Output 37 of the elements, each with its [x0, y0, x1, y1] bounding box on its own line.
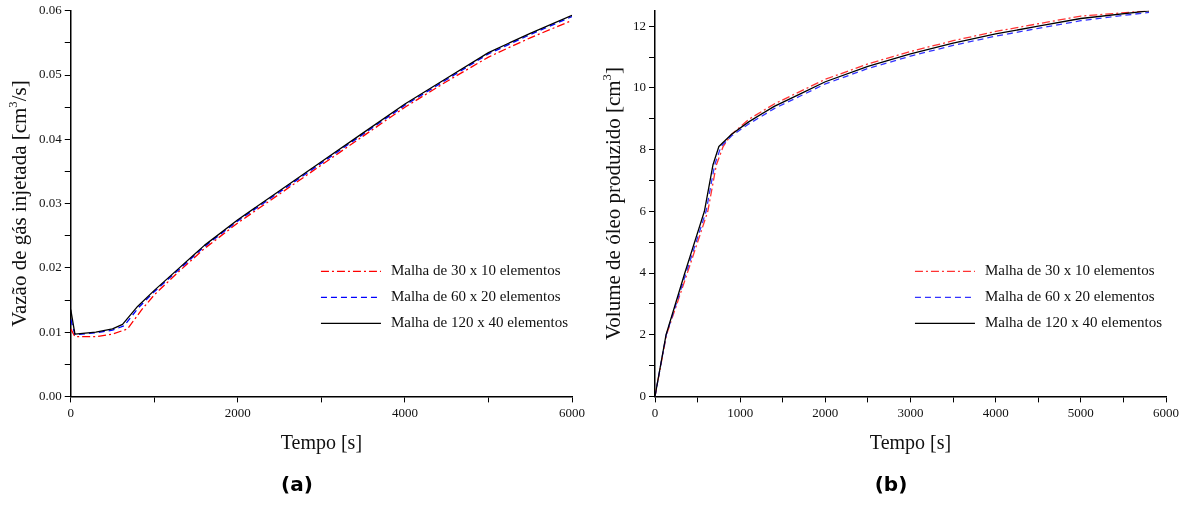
y-tick-label: 0.01	[39, 323, 62, 339]
y-tick-label: 0.02	[39, 259, 62, 275]
legend-label: Malha de 120 x 40 elementos	[390, 314, 569, 331]
x-tick-label: 4000	[391, 404, 418, 420]
x-tick-label: 0	[651, 404, 659, 420]
text: (b)	[873, 472, 909, 496]
x-tick-label: 6000	[559, 404, 585, 420]
legend-label: Malha de 120 x 40 elementos	[984, 314, 1163, 331]
x-tick-label: 0	[67, 404, 74, 420]
text: (a)	[280, 472, 314, 496]
y-axis-title: Volume de óleo produzido [cm3]	[599, 67, 625, 341]
y-tick-label: 12	[633, 17, 646, 33]
legend-label: Malha de 60 x 20 elementos	[390, 288, 561, 305]
y-tick-label: 4	[639, 264, 647, 280]
y-tick-label: 10	[633, 79, 646, 95]
x-tick-label: 6000	[1153, 404, 1179, 420]
y-tick-label: 6	[639, 202, 647, 218]
x-axis-title: Tempo [s]	[280, 431, 363, 455]
y-tick-label: 0	[639, 387, 646, 403]
y-tick-label: 0.04	[39, 130, 63, 146]
y-tick-label: 0.06	[39, 2, 63, 18]
legend-label: Malha de 30 x 10 elementos	[984, 262, 1155, 279]
legend-label: Malha de 30 x 10 elementos	[390, 262, 561, 279]
x-tick-label: 2000	[224, 404, 251, 420]
x-tick-label: 3000	[897, 404, 924, 420]
legend-label: Malha de 60 x 20 elementos	[984, 288, 1155, 305]
y-tick-label: 0.05	[39, 66, 62, 82]
y-axis-title: Vazão de gás injetada [cm3/s]	[5, 80, 31, 327]
y-tick-label: 0.03	[39, 195, 62, 211]
y-tick-label: 0.00	[39, 387, 62, 403]
y-tick-label: 8	[639, 141, 646, 157]
y-tick-label: 2	[639, 326, 646, 342]
x-tick-label: 4000	[982, 404, 1009, 420]
x-tick-label: 1000	[727, 404, 754, 420]
x-tick-label: 2000	[812, 404, 839, 420]
x-axis-title: Tempo [s]	[869, 431, 952, 455]
x-tick-label: 5000	[1067, 404, 1094, 420]
